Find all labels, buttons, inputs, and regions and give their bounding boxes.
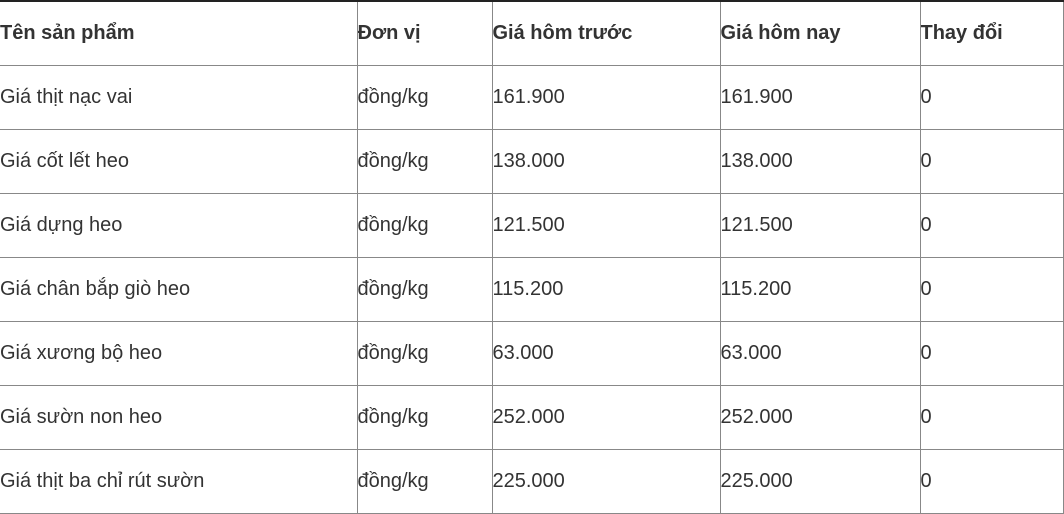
cell-previous-price: 252.000	[491, 385, 720, 450]
cell-unit: đồng/kg	[356, 193, 492, 258]
cell-product-name: Giá xương bộ heo	[0, 321, 357, 386]
table-row: Giá thịt ba chỉ rút sườn đồng/kg 225.000 22…	[0, 449, 1064, 514]
table-header-row: Tên sản phẩm Đơn vị Giá hôm trước Giá hô…	[0, 1, 1064, 66]
cell-change: 0	[919, 385, 1064, 450]
cell-previous-price: 121.500	[491, 193, 720, 258]
cell-previous-price: 138.000	[491, 129, 720, 194]
table-row: Giá sườn non heo đồng/kg 252.000 252.000 0	[0, 385, 1064, 450]
cell-previous-price: 63.000	[491, 321, 720, 386]
header-product-name: Tên sản phẩm	[0, 1, 357, 66]
header-today-price: Giá hôm nay	[719, 1, 920, 66]
cell-unit: đồng/kg	[356, 129, 492, 194]
table-row: Giá chân bắp giò heo đồng/kg 115.200 115.20…	[0, 257, 1064, 322]
cell-change: 0	[919, 321, 1064, 386]
cell-today-price: 161.900	[719, 65, 920, 130]
cell-previous-price: 225.000	[491, 449, 720, 514]
cell-unit: đồng/kg	[356, 257, 492, 322]
header-unit: Đơn vị	[356, 1, 492, 66]
cell-product-name: Giá thịt ba chỉ rút sườn	[0, 449, 357, 514]
cell-product-name: Giá chân bắp giò heo	[0, 257, 357, 322]
cell-change: 0	[919, 193, 1064, 258]
cell-change: 0	[919, 129, 1064, 194]
cell-unit: đồng/kg	[356, 65, 492, 130]
cell-product-name: Giá sườn non heo	[0, 385, 357, 450]
table-row: Giá xương bộ heo đồng/kg 63.000 63.000 0	[0, 321, 1064, 386]
cell-change: 0	[919, 449, 1064, 514]
cell-previous-price: 161.900	[491, 65, 720, 130]
cell-today-price: 121.500	[719, 193, 920, 258]
cell-today-price: 225.000	[719, 449, 920, 514]
cell-today-price: 138.000	[719, 129, 920, 194]
cell-change: 0	[919, 257, 1064, 322]
cell-today-price: 252.000	[719, 385, 920, 450]
cell-product-name: Giá thịt nạc vai	[0, 65, 357, 130]
cell-product-name: Giá dựng heo	[0, 193, 357, 258]
cell-unit: đồng/kg	[356, 321, 492, 386]
table-row: Giá cốt lết heo đồng/kg 138.000 138.000 0	[0, 129, 1064, 194]
cell-product-name: Giá cốt lết heo	[0, 129, 357, 194]
table-row: Giá dựng heo đồng/kg 121.500 121.500 0	[0, 193, 1064, 258]
header-change: Thay đổi	[919, 1, 1064, 66]
cell-change: 0	[919, 65, 1064, 130]
header-previous-price: Giá hôm trước	[491, 1, 720, 66]
cell-today-price: 63.000	[719, 321, 920, 386]
cell-unit: đồng/kg	[356, 385, 492, 450]
cell-today-price: 115.200	[719, 257, 920, 322]
cell-unit: đồng/kg	[356, 449, 492, 514]
table-row: Giá thịt nạc vai đồng/kg 161.900 161.900 0	[0, 65, 1064, 130]
cell-previous-price: 115.200	[491, 257, 720, 322]
